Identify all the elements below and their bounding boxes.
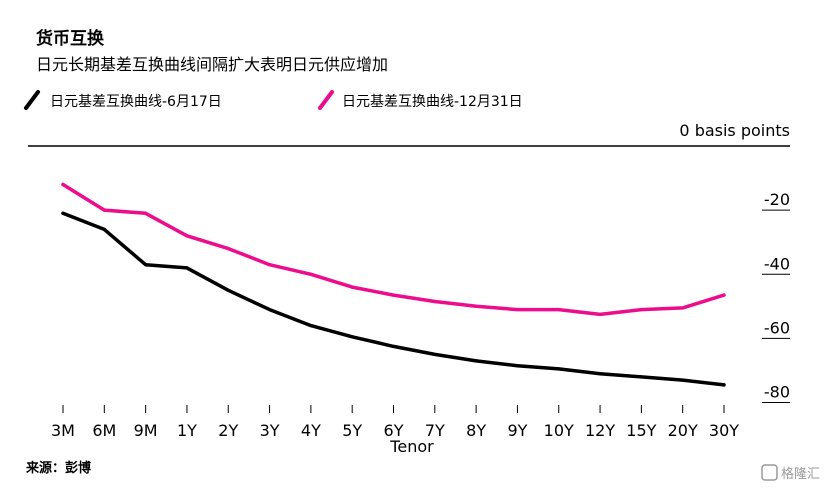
x-tick-label: 4Y bbox=[301, 421, 321, 440]
point-june-3y bbox=[267, 307, 272, 312]
watermark-logo: 格隆汇 bbox=[761, 464, 820, 482]
x-tick-label: 15Y bbox=[626, 421, 656, 440]
x-tick-label: 6M bbox=[92, 421, 116, 440]
point-june-1y bbox=[185, 266, 189, 270]
point-december-1y bbox=[185, 234, 189, 238]
x-axis: 3M 6M 9M 1Y 2Y 3Y 4Y 5Y 6Y 7Y 8Y 9Y 10Y 12Y 15Y 20Y 30Y bbox=[51, 405, 739, 440]
x-tick-label: 3M bbox=[51, 421, 75, 440]
point-december-3y bbox=[267, 263, 272, 267]
x-axis-title: Tenor bbox=[389, 437, 434, 456]
legend-label-december: 日元基差互换曲线-12月31日 bbox=[342, 93, 523, 110]
point-june-20y bbox=[681, 378, 685, 382]
point-june-4y bbox=[309, 323, 313, 328]
point-june-12y bbox=[598, 372, 602, 376]
point-december-9y bbox=[515, 307, 520, 312]
chart-title: 货币互换 bbox=[36, 28, 105, 49]
y-tick-label: -20 bbox=[764, 190, 790, 209]
point-june-9m bbox=[144, 263, 148, 267]
x-tick-label: 8Y bbox=[466, 421, 486, 440]
point-june-15y bbox=[639, 375, 643, 379]
point-december-6y bbox=[391, 293, 396, 297]
x-tick-label: 20Y bbox=[668, 421, 698, 440]
chart-subtitle: 日元长期基差互换曲线间隔扩大表明日元供应增加 bbox=[36, 55, 388, 74]
point-june-6y bbox=[391, 344, 396, 349]
x-tick-label: 12Y bbox=[585, 421, 615, 440]
point-december-30y bbox=[722, 293, 726, 297]
y-unit-label: 0 basis points bbox=[679, 121, 790, 140]
y-tick-label: -60 bbox=[764, 318, 790, 337]
point-december-9m bbox=[144, 211, 148, 215]
series-line-june bbox=[61, 211, 726, 387]
point-december-5y bbox=[350, 285, 354, 289]
y-tick-label: -40 bbox=[764, 254, 790, 273]
point-june-2y bbox=[226, 288, 230, 292]
point-june-7y bbox=[433, 352, 437, 357]
x-tick-label: 1Y bbox=[177, 421, 197, 440]
point-june-10y bbox=[557, 367, 561, 371]
point-december-20y bbox=[681, 306, 685, 310]
point-june-6m bbox=[102, 227, 106, 231]
point-december-6m bbox=[102, 208, 106, 212]
legend-label-june: 日元基差互换曲线-6月17日 bbox=[50, 93, 222, 110]
point-december-12y bbox=[598, 312, 602, 316]
x-tick-label: 9Y bbox=[507, 421, 527, 440]
x-tick-label: 2Y bbox=[218, 421, 238, 440]
x-tick-label: 6Y bbox=[384, 421, 404, 440]
x-tick-label: 10Y bbox=[544, 421, 574, 440]
x-tick-label: 3Y bbox=[260, 421, 280, 440]
point-june-8y bbox=[474, 359, 478, 363]
point-june-9y bbox=[515, 364, 520, 368]
point-june-3m bbox=[61, 211, 65, 215]
point-december-10y bbox=[557, 307, 561, 312]
watermark-icon bbox=[761, 464, 778, 481]
x-tick-label: 5Y bbox=[342, 421, 362, 440]
point-december-7y bbox=[433, 299, 437, 304]
source-note: 来源：彭博 bbox=[25, 460, 91, 476]
legend: 日元基差互换曲线-6月17日 日元基差互换曲线-12月31日 bbox=[24, 90, 523, 110]
watermark-text: 格隆汇 bbox=[781, 466, 820, 482]
y-axis: -20 -40 -60 -80 bbox=[762, 190, 790, 404]
series-layer bbox=[61, 182, 726, 387]
point-december-4y bbox=[309, 272, 313, 276]
point-december-3m bbox=[61, 182, 65, 187]
point-june-5y bbox=[350, 335, 354, 339]
y-tick-label: -80 bbox=[764, 383, 790, 402]
point-june-30y bbox=[722, 383, 726, 387]
point-december-2y bbox=[226, 247, 230, 251]
legend-swatch-december bbox=[318, 90, 334, 110]
x-tick-label: 9M bbox=[134, 421, 158, 440]
x-tick-label: 30Y bbox=[709, 421, 739, 440]
legend-swatch-june bbox=[24, 90, 40, 110]
x-tick-label: 7Y bbox=[425, 421, 445, 440]
point-december-8y bbox=[474, 304, 478, 308]
point-december-15y bbox=[639, 307, 643, 312]
